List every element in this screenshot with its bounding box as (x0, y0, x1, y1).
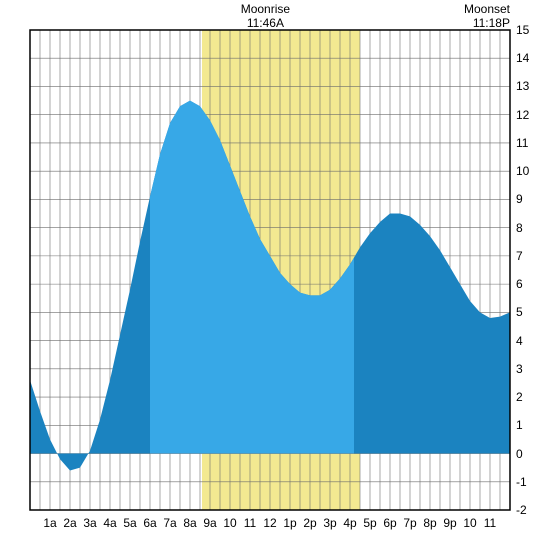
y-tick-label: 10 (516, 164, 529, 178)
y-tick-label: 5 (516, 305, 523, 319)
x-tick-label: 4p (340, 516, 360, 530)
x-tick-label: 12 (260, 516, 280, 530)
x-tick-label: 3a (80, 516, 100, 530)
x-tick-label: 5a (120, 516, 140, 530)
y-tick-label: 13 (516, 79, 529, 93)
x-tick-label: 2p (300, 516, 320, 530)
x-tick-label: 3p (320, 516, 340, 530)
y-tick-label: 12 (516, 108, 529, 122)
y-tick-label: 11 (516, 136, 528, 150)
y-tick-label: 8 (516, 221, 523, 235)
moonset-annotation: Moonset11:18P (464, 2, 510, 30)
x-tick-label: 7p (400, 516, 420, 530)
y-tick-label: 7 (516, 249, 523, 263)
annotation-title: Moonset (464, 2, 510, 16)
x-tick-label: 10 (460, 516, 480, 530)
y-tick-label: 0 (516, 447, 523, 461)
chart-svg (0, 0, 550, 550)
y-tick-label: 4 (516, 334, 523, 348)
x-tick-label: 7a (160, 516, 180, 530)
x-tick-label: 6p (380, 516, 400, 530)
x-tick-label: 10 (220, 516, 240, 530)
y-tick-label: 2 (516, 390, 523, 404)
annotation-title: Moonrise (225, 2, 305, 16)
x-tick-label: 11 (240, 516, 260, 530)
x-tick-label: 9p (440, 516, 460, 530)
y-tick-label: -2 (516, 503, 527, 517)
x-tick-label: 5p (360, 516, 380, 530)
y-tick-label: 3 (516, 362, 523, 376)
x-tick-label: 1p (280, 516, 300, 530)
x-tick-label: 1a (40, 516, 60, 530)
y-tick-label: 14 (516, 51, 529, 65)
y-tick-label: 6 (516, 277, 523, 291)
tide-chart: Moonrise11:46AMoonset11:18P1a2a3a4a5a6a7… (0, 0, 550, 550)
x-tick-label: 11 (480, 516, 500, 530)
annotation-time: 11:46A (225, 16, 305, 30)
moonrise-annotation: Moonrise11:46A (225, 2, 305, 30)
y-tick-label: 1 (516, 418, 523, 432)
y-tick-label: -1 (516, 475, 527, 489)
x-tick-label: 4a (100, 516, 120, 530)
x-tick-label: 2a (60, 516, 80, 530)
x-tick-label: 8p (420, 516, 440, 530)
x-tick-label: 9a (200, 516, 220, 530)
y-tick-label: 15 (516, 23, 529, 37)
x-tick-label: 6a (140, 516, 160, 530)
x-tick-label: 8a (180, 516, 200, 530)
y-tick-label: 9 (516, 192, 523, 206)
annotation-time: 11:18P (464, 16, 510, 30)
